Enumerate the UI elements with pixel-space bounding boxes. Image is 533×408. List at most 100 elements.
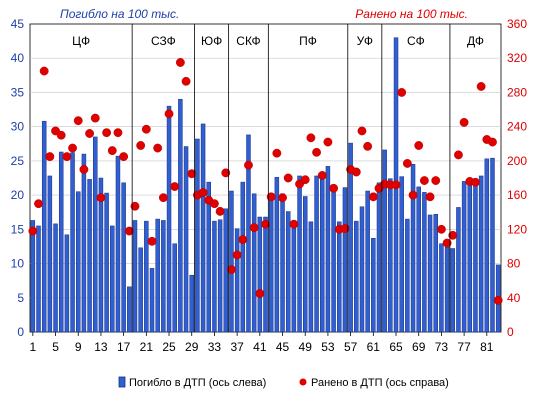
bar bbox=[138, 247, 143, 333]
bar bbox=[268, 194, 274, 333]
bar bbox=[70, 152, 75, 333]
bar bbox=[195, 138, 200, 333]
region-labels: ЦФ СЗФ ЮФ СКФ ПФ УФ СФ ДФ bbox=[72, 34, 484, 48]
scatter-point bbox=[102, 128, 112, 138]
scatter-point bbox=[278, 193, 287, 203]
right-tick-label: 120 bbox=[507, 222, 527, 236]
scatter-point bbox=[425, 192, 435, 202]
scatter-point bbox=[329, 183, 338, 193]
bar bbox=[87, 179, 92, 333]
x-tick-label: 21 bbox=[140, 340, 154, 354]
bar bbox=[439, 243, 444, 333]
bar bbox=[206, 181, 211, 333]
bar bbox=[308, 221, 314, 333]
bar bbox=[251, 193, 257, 333]
x-tick-label: 77 bbox=[457, 340, 471, 354]
bar bbox=[212, 220, 217, 333]
bar bbox=[144, 220, 149, 333]
scatter-point bbox=[124, 226, 134, 236]
scatter-point bbox=[493, 295, 503, 305]
region-label: СКФ bbox=[236, 34, 260, 48]
bar bbox=[320, 172, 325, 333]
right-tick-label: 360 bbox=[507, 17, 527, 31]
bar bbox=[115, 155, 121, 333]
bar bbox=[155, 218, 160, 333]
bar bbox=[478, 175, 484, 333]
bar bbox=[337, 221, 342, 333]
left-tick-label: 20 bbox=[11, 188, 25, 202]
bar bbox=[325, 166, 331, 333]
bar bbox=[58, 151, 64, 333]
scatter-point bbox=[34, 199, 43, 209]
x-tick-label: 57 bbox=[344, 340, 358, 354]
bar bbox=[427, 214, 433, 333]
x-tick-label: 5 bbox=[52, 340, 59, 354]
legend: Погибло в ДТП (ось слева) Ранено в ДТП (… bbox=[118, 376, 449, 389]
scatter-point bbox=[130, 201, 140, 211]
scatter-point bbox=[414, 141, 424, 150]
x-tick-label: 49 bbox=[299, 340, 313, 354]
bar bbox=[467, 181, 473, 333]
bar bbox=[36, 225, 41, 333]
right-tick-label: 160 bbox=[507, 188, 527, 202]
bar bbox=[484, 158, 490, 333]
bar bbox=[410, 164, 416, 333]
scatter-point bbox=[488, 137, 497, 147]
legend-bar-swatch bbox=[118, 376, 126, 388]
bar bbox=[399, 176, 404, 333]
scatter-point bbox=[300, 175, 310, 185]
bar bbox=[217, 219, 223, 333]
legend-bar-label: Погибло в ДТП (ось слева) bbox=[129, 377, 266, 389]
scatter-point bbox=[357, 126, 367, 136]
scatter-point bbox=[215, 206, 225, 216]
bar bbox=[285, 211, 291, 333]
bar bbox=[110, 225, 115, 333]
scatter-point bbox=[175, 58, 185, 67]
bar bbox=[93, 136, 98, 333]
scatter-point bbox=[391, 180, 401, 190]
scatter-point bbox=[187, 169, 197, 179]
right-axis-ticks: 0 40 80 120 160 200 240 280 320 360 bbox=[507, 17, 527, 339]
bar bbox=[263, 216, 268, 333]
left-tick-label: 15 bbox=[11, 222, 25, 236]
bar bbox=[75, 191, 81, 333]
left-tick-label: 0 bbox=[17, 325, 24, 339]
left-tick-label: 40 bbox=[11, 51, 25, 65]
scatter-point bbox=[363, 141, 373, 151]
scatter-point bbox=[147, 236, 157, 246]
bar bbox=[405, 218, 410, 333]
scatter-point bbox=[368, 192, 378, 202]
bar bbox=[359, 206, 365, 333]
scatter-point bbox=[227, 265, 236, 274]
bar bbox=[246, 134, 251, 333]
bar bbox=[189, 274, 194, 333]
bar bbox=[81, 153, 87, 333]
scatter-point bbox=[56, 130, 66, 140]
scatter-point bbox=[266, 192, 276, 202]
bar bbox=[41, 120, 47, 333]
bar bbox=[461, 181, 467, 333]
left-tick-label: 45 bbox=[11, 17, 25, 31]
bar bbox=[450, 248, 456, 333]
bar bbox=[331, 190, 336, 333]
scatter-point bbox=[249, 223, 259, 233]
bar bbox=[490, 157, 495, 333]
scatter-point bbox=[113, 128, 123, 138]
scatter-point bbox=[164, 109, 174, 119]
region-separators bbox=[131, 24, 451, 332]
scatter-point bbox=[340, 224, 350, 233]
bar bbox=[127, 286, 132, 333]
bar bbox=[291, 221, 297, 333]
bar bbox=[314, 175, 319, 333]
scatter-point bbox=[45, 152, 55, 162]
left-tick-label: 5 bbox=[17, 291, 24, 305]
scatter-point bbox=[107, 146, 117, 156]
scatter-point bbox=[39, 66, 49, 76]
bar bbox=[280, 193, 285, 333]
bar bbox=[240, 181, 246, 333]
scatter-point bbox=[312, 147, 321, 157]
bar bbox=[456, 207, 461, 333]
region-label: УФ bbox=[357, 34, 373, 48]
bar bbox=[274, 177, 280, 333]
scatter-point bbox=[255, 289, 265, 298]
